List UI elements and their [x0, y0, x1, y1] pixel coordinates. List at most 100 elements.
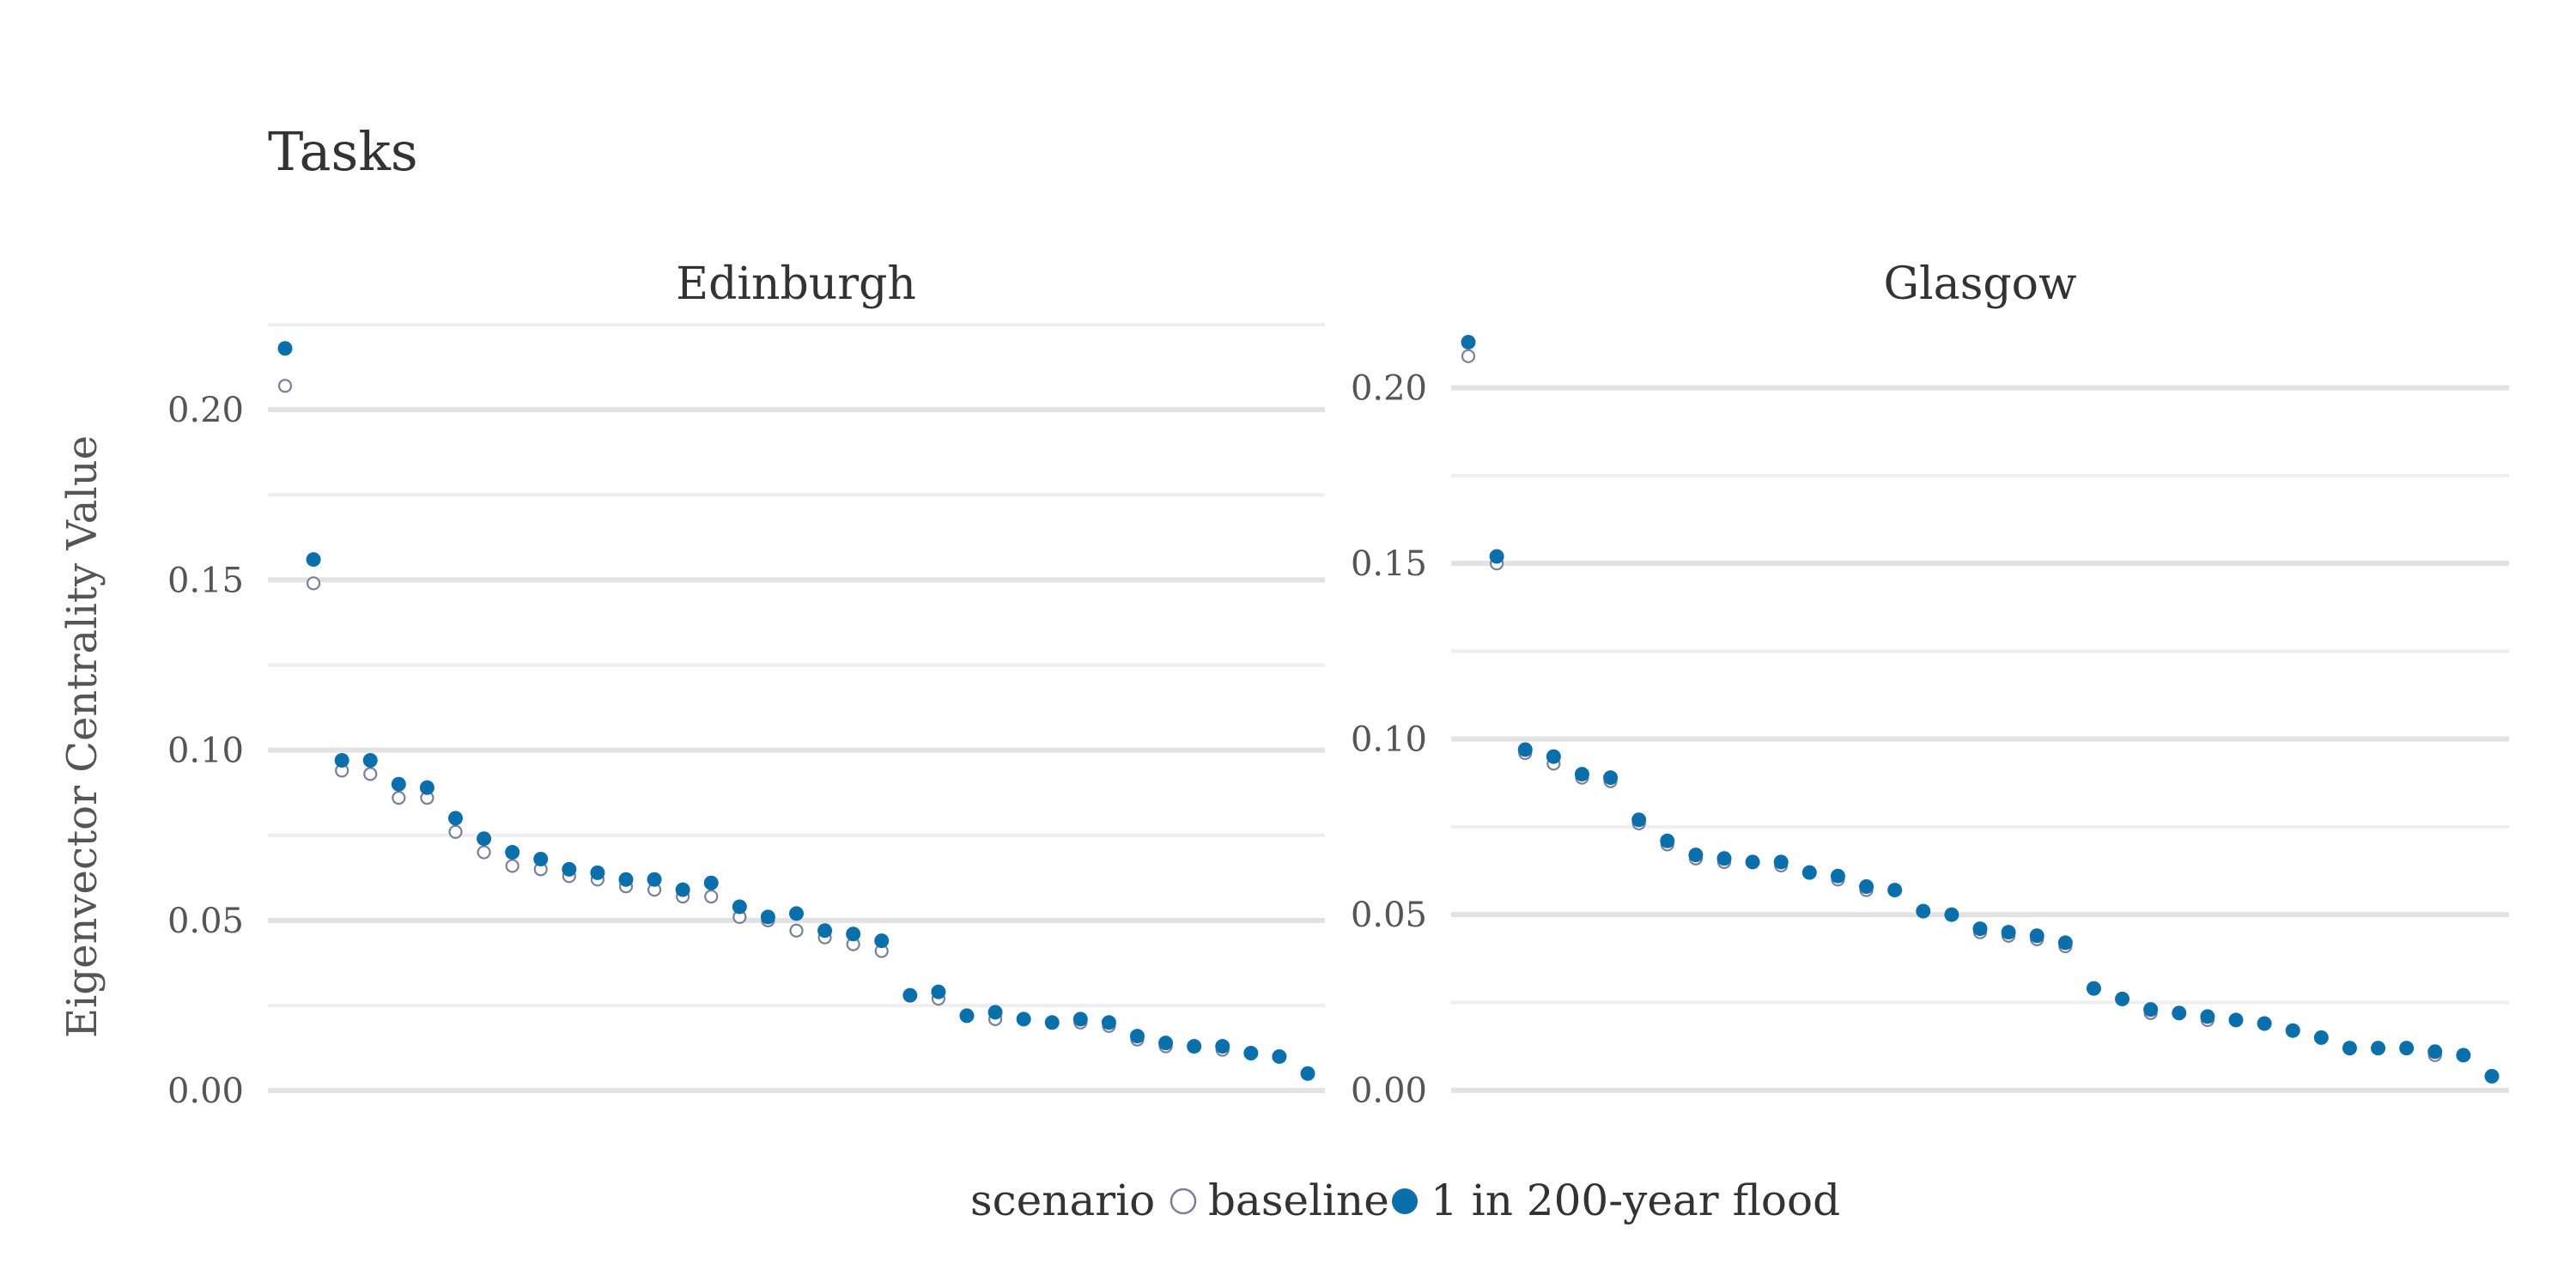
point-flood — [1716, 851, 1732, 866]
point-flood — [987, 1005, 1003, 1020]
point-flood — [1243, 1045, 1259, 1060]
point-flood — [1300, 1066, 1315, 1081]
point-flood — [2371, 1041, 2386, 1056]
panel-title: Glasgow — [1884, 258, 2077, 310]
y-tick-label: 0.20 — [167, 391, 244, 430]
point-flood — [2456, 1048, 2471, 1063]
point-flood — [2115, 991, 2130, 1006]
legend-label-flood: 1 in 200-year flood — [1431, 1176, 1840, 1225]
point-flood — [1130, 1029, 1145, 1044]
y-tick-label: 0.10 — [167, 732, 244, 771]
point-flood — [2143, 1002, 2159, 1018]
point-flood — [362, 753, 378, 769]
legend-label-baseline: baseline — [1208, 1176, 1389, 1225]
point-baseline — [477, 845, 491, 860]
chart-title: Tasks — [268, 120, 418, 183]
point-flood — [1016, 1012, 1031, 1027]
point-baseline — [505, 859, 519, 873]
point-flood — [703, 875, 719, 890]
point-flood — [1044, 1015, 1060, 1030]
point-flood — [562, 861, 577, 877]
point-flood — [2029, 928, 2044, 944]
y-tick-label: 0.10 — [1351, 720, 1427, 760]
point-flood — [1187, 1039, 1202, 1054]
point-flood — [1859, 878, 1874, 894]
legend: scenario baseline 1 in 200-year flood — [970, 1176, 1840, 1225]
point-baseline — [306, 576, 321, 591]
point-flood — [1546, 749, 1561, 764]
point-baseline — [704, 890, 719, 904]
y-tick-label: 0.15 — [1351, 544, 1427, 584]
point-flood — [277, 341, 293, 356]
point-baseline — [1461, 349, 1476, 363]
point-baseline — [363, 767, 378, 781]
point-flood — [1603, 770, 1619, 786]
point-flood — [1574, 767, 1589, 782]
legend-marker-baseline — [1170, 1188, 1197, 1215]
point-baseline — [277, 379, 293, 393]
point-flood — [846, 927, 861, 942]
panel-glasgow: Glasgow 0.00 0.05 0.10 0.15 0.20 — [1351, 258, 2509, 1111]
point-flood — [590, 865, 605, 880]
point-flood — [760, 909, 775, 925]
y-tick-label: 0.20 — [1351, 369, 1427, 409]
y-axis-label: Eigenvector Centrality Value — [58, 435, 106, 1038]
point-flood — [419, 780, 434, 795]
point-flood — [647, 872, 662, 887]
point-flood — [1688, 848, 1704, 863]
panel-edinburgh: Edinburgh 0.00 0.05 0.10 0.15 0.20 — [167, 258, 1325, 1111]
y-tick-label: 0.05 — [1351, 896, 1427, 935]
point-flood — [1489, 549, 1504, 564]
point-flood — [2484, 1068, 2500, 1084]
point-flood — [789, 906, 804, 921]
panels: Edinburgh 0.00 0.05 0.10 0.15 0.20 Glasgow 0.00… — [167, 258, 2509, 1111]
y-tick-label: 0.00 — [167, 1072, 244, 1111]
point-flood — [902, 987, 918, 1003]
point-flood — [1830, 868, 1845, 884]
point-flood — [2313, 1030, 2329, 1045]
point-flood — [1944, 907, 1959, 922]
point-flood — [306, 552, 321, 568]
point-flood — [2001, 925, 2016, 940]
point-flood — [732, 899, 747, 914]
point-flood — [1773, 854, 1789, 870]
point-flood — [1101, 1015, 1116, 1030]
legend-title: scenario — [970, 1176, 1155, 1225]
point-flood — [1158, 1036, 1174, 1051]
point-flood — [505, 845, 520, 860]
point-flood — [2200, 1009, 2215, 1024]
point-flood — [1972, 921, 1988, 937]
point-baseline — [789, 923, 804, 938]
point-flood — [533, 851, 549, 866]
point-flood — [1272, 1048, 1287, 1064]
point-flood — [477, 831, 492, 847]
point-flood — [448, 811, 463, 826]
point-flood — [2228, 1012, 2244, 1028]
point-flood — [1916, 903, 1931, 919]
point-flood — [1461, 334, 1476, 349]
point-flood — [874, 933, 890, 949]
legend-marker-flood — [1392, 1188, 1418, 1214]
point-flood — [1660, 833, 1675, 848]
point-flood — [817, 923, 833, 939]
point-flood — [2427, 1044, 2443, 1060]
panel-title: Edinburgh — [676, 258, 916, 310]
point-flood — [1801, 865, 1817, 880]
point-flood — [2257, 1016, 2272, 1031]
y-tick-label: 0.15 — [167, 561, 244, 600]
point-flood — [2086, 981, 2101, 996]
point-flood — [334, 753, 349, 769]
point-flood — [2172, 1005, 2187, 1021]
point-flood — [1215, 1039, 1230, 1054]
y-tick-label: 0.05 — [167, 902, 244, 941]
point-flood — [2342, 1041, 2357, 1056]
point-flood — [1072, 1012, 1088, 1027]
point-baseline — [392, 791, 406, 805]
point-flood — [1631, 812, 1647, 828]
point-flood — [931, 984, 946, 999]
point-flood — [675, 882, 690, 897]
point-flood — [391, 776, 406, 792]
point-flood — [959, 1008, 975, 1024]
point-flood — [618, 872, 634, 887]
